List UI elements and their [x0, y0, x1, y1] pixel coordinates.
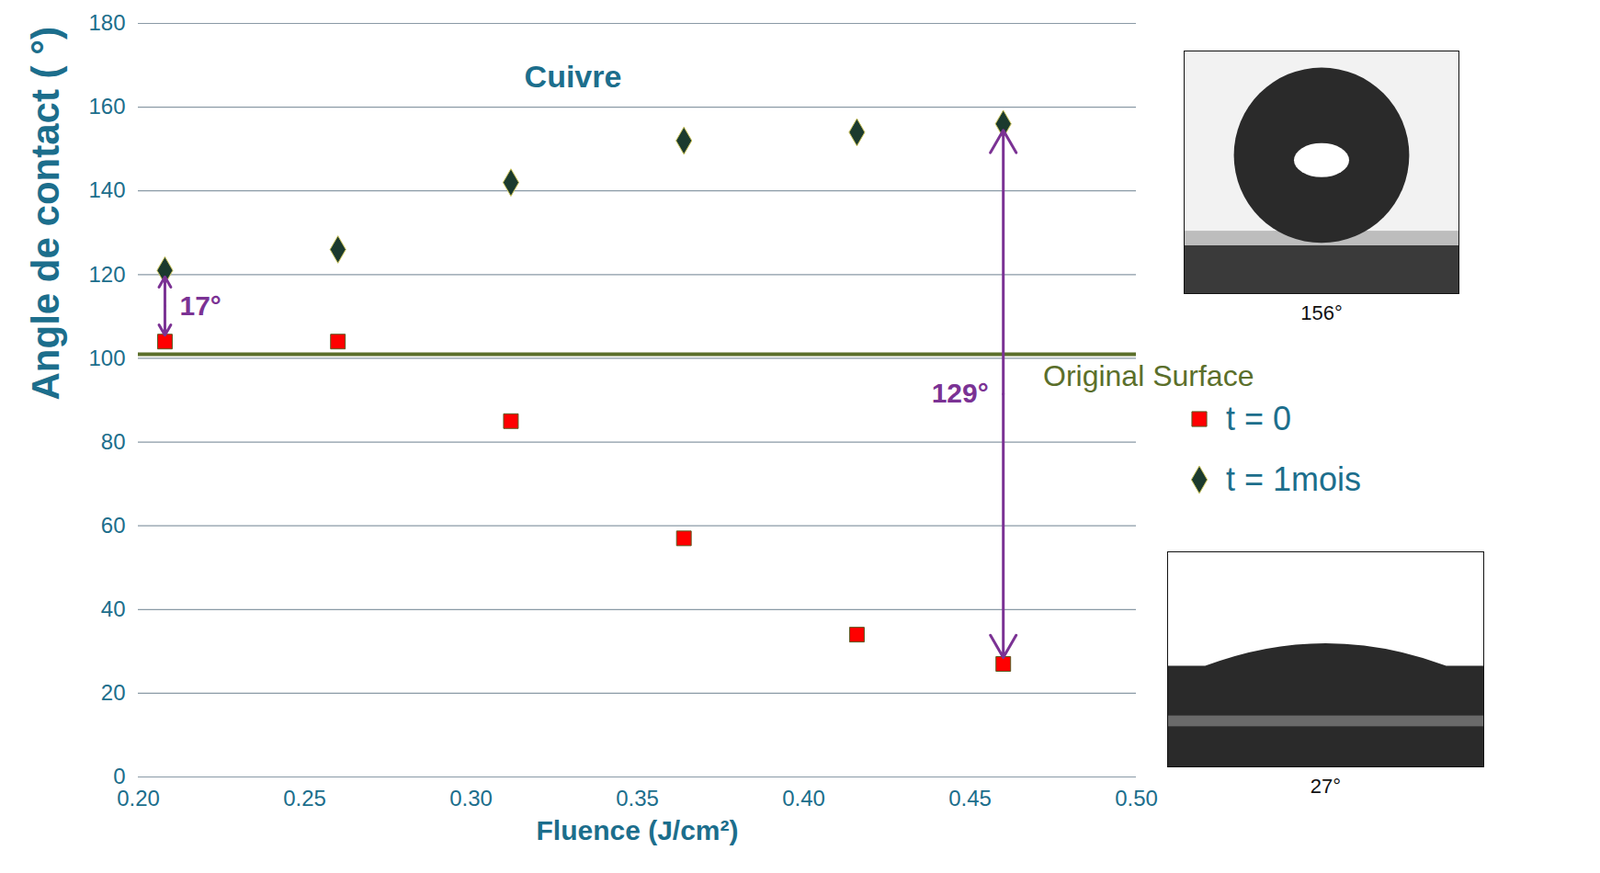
svg-text:40: 40 [101, 596, 126, 622]
svg-text:129°: 129° [931, 377, 989, 409]
svg-text:80: 80 [101, 429, 126, 454]
svg-text:0.20: 0.20 [116, 785, 160, 811]
svg-text:Angle de contact ( °): Angle de contact ( °) [23, 26, 68, 401]
html-text:Original Surface: Original Surface [1043, 359, 1254, 393]
svg-text:Fluence (J/cm²): Fluence (J/cm²) [535, 815, 738, 846]
svg-text:20: 20 [101, 680, 126, 705]
svg-text:0.40: 0.40 [782, 785, 826, 811]
html-text:156°: 156° [1300, 301, 1343, 325]
svg-text:0.50: 0.50 [1114, 785, 1158, 811]
svg-text:180: 180 [88, 10, 125, 35]
svg-text:160: 160 [88, 93, 125, 119]
svg-text:120: 120 [88, 261, 125, 287]
svg-text:140: 140 [88, 177, 125, 203]
svg-text:0.45: 0.45 [948, 785, 992, 811]
svg-text:0: 0 [113, 763, 126, 789]
svg-text:60: 60 [101, 512, 126, 538]
svg-text:0.35: 0.35 [615, 785, 659, 811]
html-text:t = 0: t = 0 [1225, 399, 1292, 438]
html-text:t = 1mois: t = 1mois [1225, 460, 1362, 499]
svg-text:0.25: 0.25 [283, 785, 327, 811]
svg-text:17°: 17° [179, 290, 221, 321]
html-text:27°: 27° [1310, 774, 1341, 798]
svg-text:100: 100 [88, 345, 125, 371]
svg-text:Cuivre: Cuivre [524, 58, 623, 94]
svg-text:0.30: 0.30 [449, 785, 493, 811]
